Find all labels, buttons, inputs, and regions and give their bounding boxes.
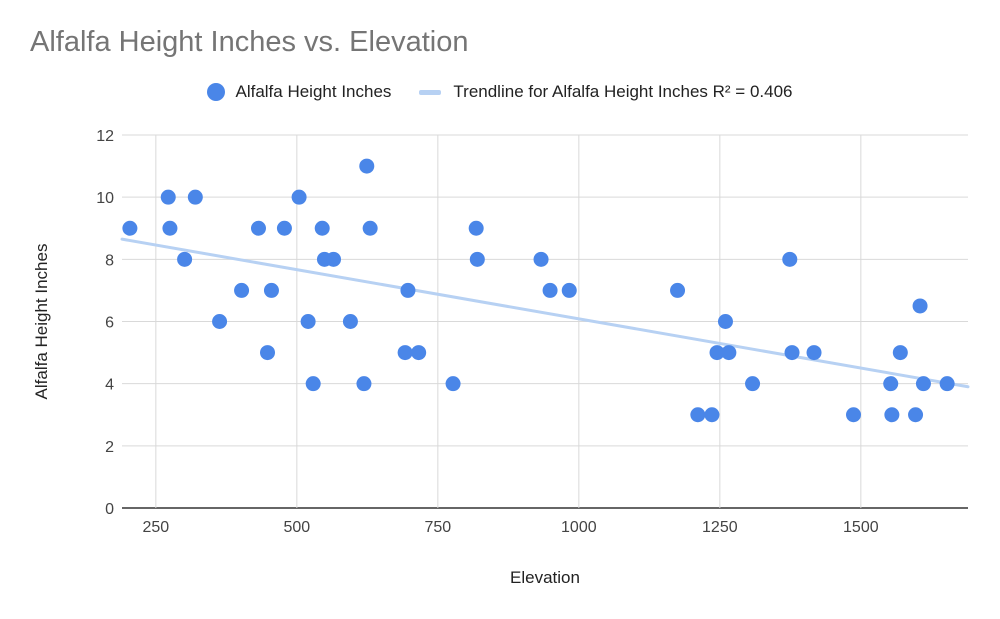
data-point — [884, 407, 900, 423]
data-point — [915, 376, 931, 392]
data-point — [468, 220, 484, 236]
data-point — [469, 251, 485, 267]
data-point — [234, 282, 250, 298]
y-tick-label: 6 — [105, 315, 114, 332]
x-tick-label: 1250 — [702, 519, 738, 536]
data-point — [305, 376, 321, 392]
data-points — [122, 158, 955, 423]
data-point — [250, 220, 266, 236]
legend-item-trendline: Trendline for Alfalfa Height Inches R² =… — [419, 82, 793, 102]
data-point — [690, 407, 706, 423]
x-tick-label: 1500 — [843, 519, 879, 536]
data-point — [122, 220, 138, 236]
y-tick-label: 0 — [105, 501, 114, 518]
data-point — [561, 282, 577, 298]
y-axis-title: Alfalfa Height Inches — [32, 244, 51, 400]
y-tick-label: 2 — [105, 439, 114, 456]
data-point — [400, 282, 416, 298]
y-tick-label: 8 — [105, 252, 114, 269]
data-point — [187, 189, 203, 205]
data-point — [533, 251, 549, 267]
y-tick-label: 12 — [96, 128, 114, 145]
data-point — [177, 251, 193, 267]
legend-label-points: Alfalfa Height Inches — [235, 82, 392, 101]
chart-title: Alfalfa Height Inches vs. Elevation — [30, 26, 469, 58]
data-point — [784, 345, 800, 361]
gridlines — [122, 134, 968, 509]
data-point — [362, 220, 378, 236]
data-point — [939, 376, 955, 392]
trendline — [120, 237, 970, 389]
y-tick-label: 10 — [96, 190, 114, 207]
data-point — [908, 407, 924, 423]
data-point — [721, 345, 737, 361]
data-point — [276, 220, 292, 236]
x-axis-title: Elevation — [510, 568, 580, 587]
data-point — [411, 345, 427, 361]
legend-marker-dot-icon — [207, 83, 226, 101]
tick-labels: 0 2 4 6 8 10 12 250 500 750 1000 1250 1500 — [96, 128, 879, 536]
data-point — [704, 407, 720, 423]
data-point — [291, 189, 307, 205]
data-point — [670, 282, 686, 298]
x-tick-label: 1000 — [561, 519, 597, 536]
data-point — [397, 345, 413, 361]
data-point — [806, 345, 822, 361]
legend: Alfalfa Height Inches Trendline for Alfa… — [0, 82, 1000, 102]
data-point — [263, 282, 279, 298]
data-point — [745, 376, 761, 392]
data-point — [445, 376, 461, 392]
data-point — [542, 282, 558, 298]
data-point — [717, 314, 733, 329]
data-point — [342, 314, 358, 329]
data-point — [782, 251, 798, 267]
data-point — [260, 345, 276, 361]
legend-item-points: Alfalfa Height Inches — [207, 82, 391, 102]
x-tick-label: 750 — [424, 519, 451, 536]
legend-marker-line-icon — [419, 89, 442, 95]
data-point — [912, 298, 928, 314]
legend-label-trendline: Trendline for Alfalfa Height Inches R² =… — [453, 82, 793, 101]
data-point — [709, 345, 725, 361]
x-tick-label: 250 — [142, 519, 169, 536]
data-point — [326, 251, 341, 267]
trendline-path — [120, 237, 970, 389]
data-point — [300, 314, 316, 329]
data-point — [892, 345, 908, 361]
data-point — [212, 314, 228, 329]
data-point — [356, 376, 372, 392]
data-point — [883, 376, 899, 392]
data-point — [314, 220, 330, 236]
data-point — [359, 158, 375, 174]
data-point — [160, 189, 176, 205]
x-tick-label: 500 — [283, 519, 310, 536]
data-point — [846, 407, 862, 423]
y-tick-label: 4 — [105, 377, 114, 394]
data-point — [162, 220, 178, 236]
